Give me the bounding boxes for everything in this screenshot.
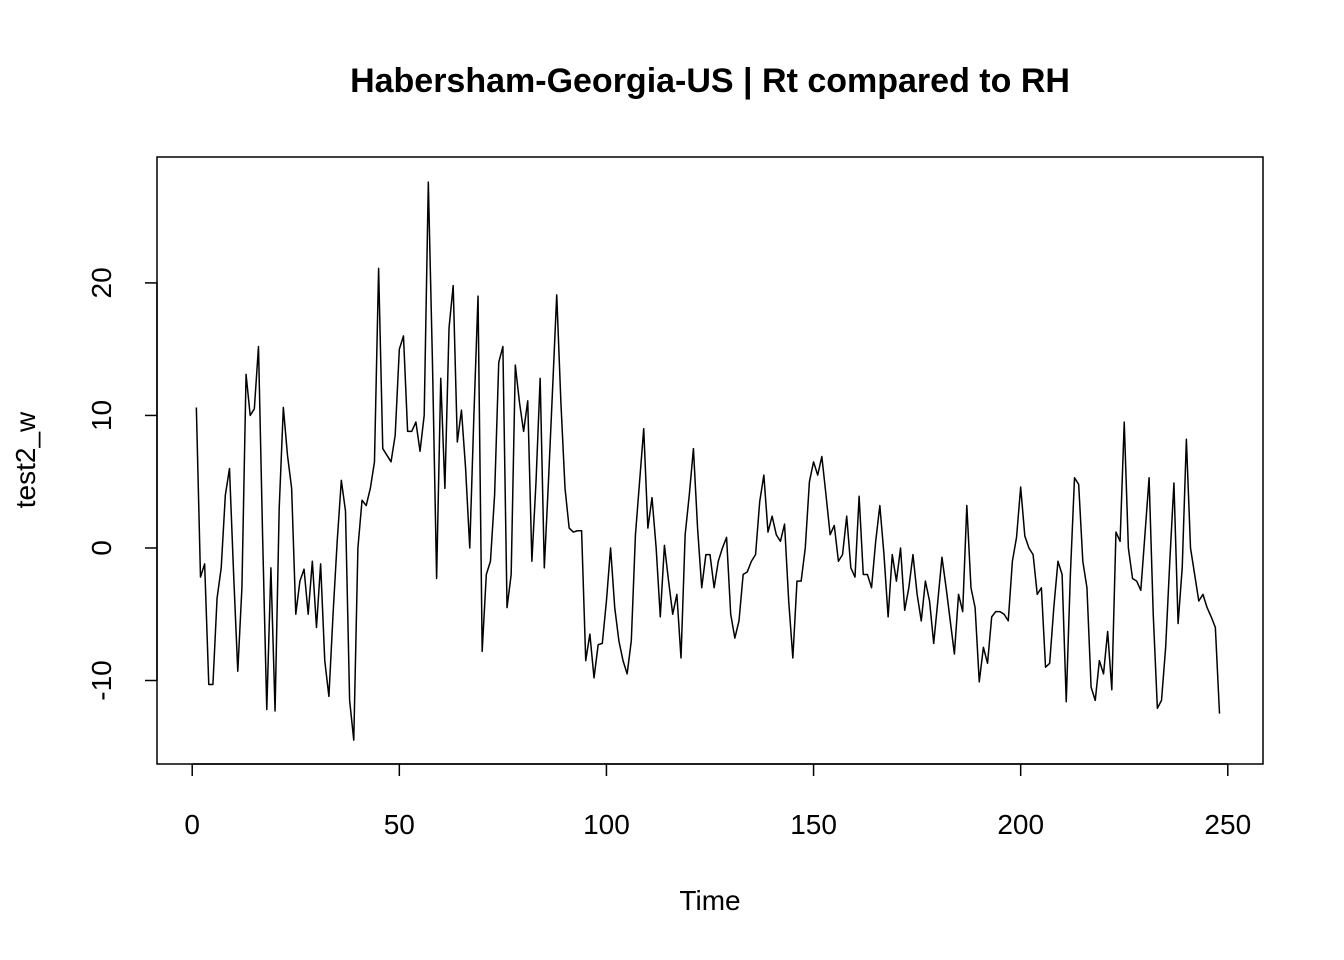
x-tick-label: 250 (1204, 809, 1251, 840)
y-axis-label: test2_w (10, 411, 41, 508)
x-tick-label: 200 (997, 809, 1044, 840)
plot-frame (156, 156, 1264, 765)
y-tick-label: 20 (86, 267, 117, 298)
y-tick-label: 0 (86, 540, 117, 556)
y-tick-label: -10 (86, 660, 117, 700)
y-tick-label: 10 (86, 400, 117, 431)
x-tick-label: 0 (184, 809, 200, 840)
x-tick-label: 50 (384, 809, 415, 840)
x-axis: 0 50 100 150 200 250 (184, 763, 1251, 840)
x-tick-label: 150 (790, 809, 837, 840)
x-tick-label: 100 (583, 809, 630, 840)
y-axis: -10 0 10 20 (86, 267, 158, 701)
x-axis-label: Time (679, 885, 740, 916)
chart-title: Habersham-Georgia-US | Rt compared to RH (350, 62, 1070, 100)
series-line (195, 181, 1221, 741)
